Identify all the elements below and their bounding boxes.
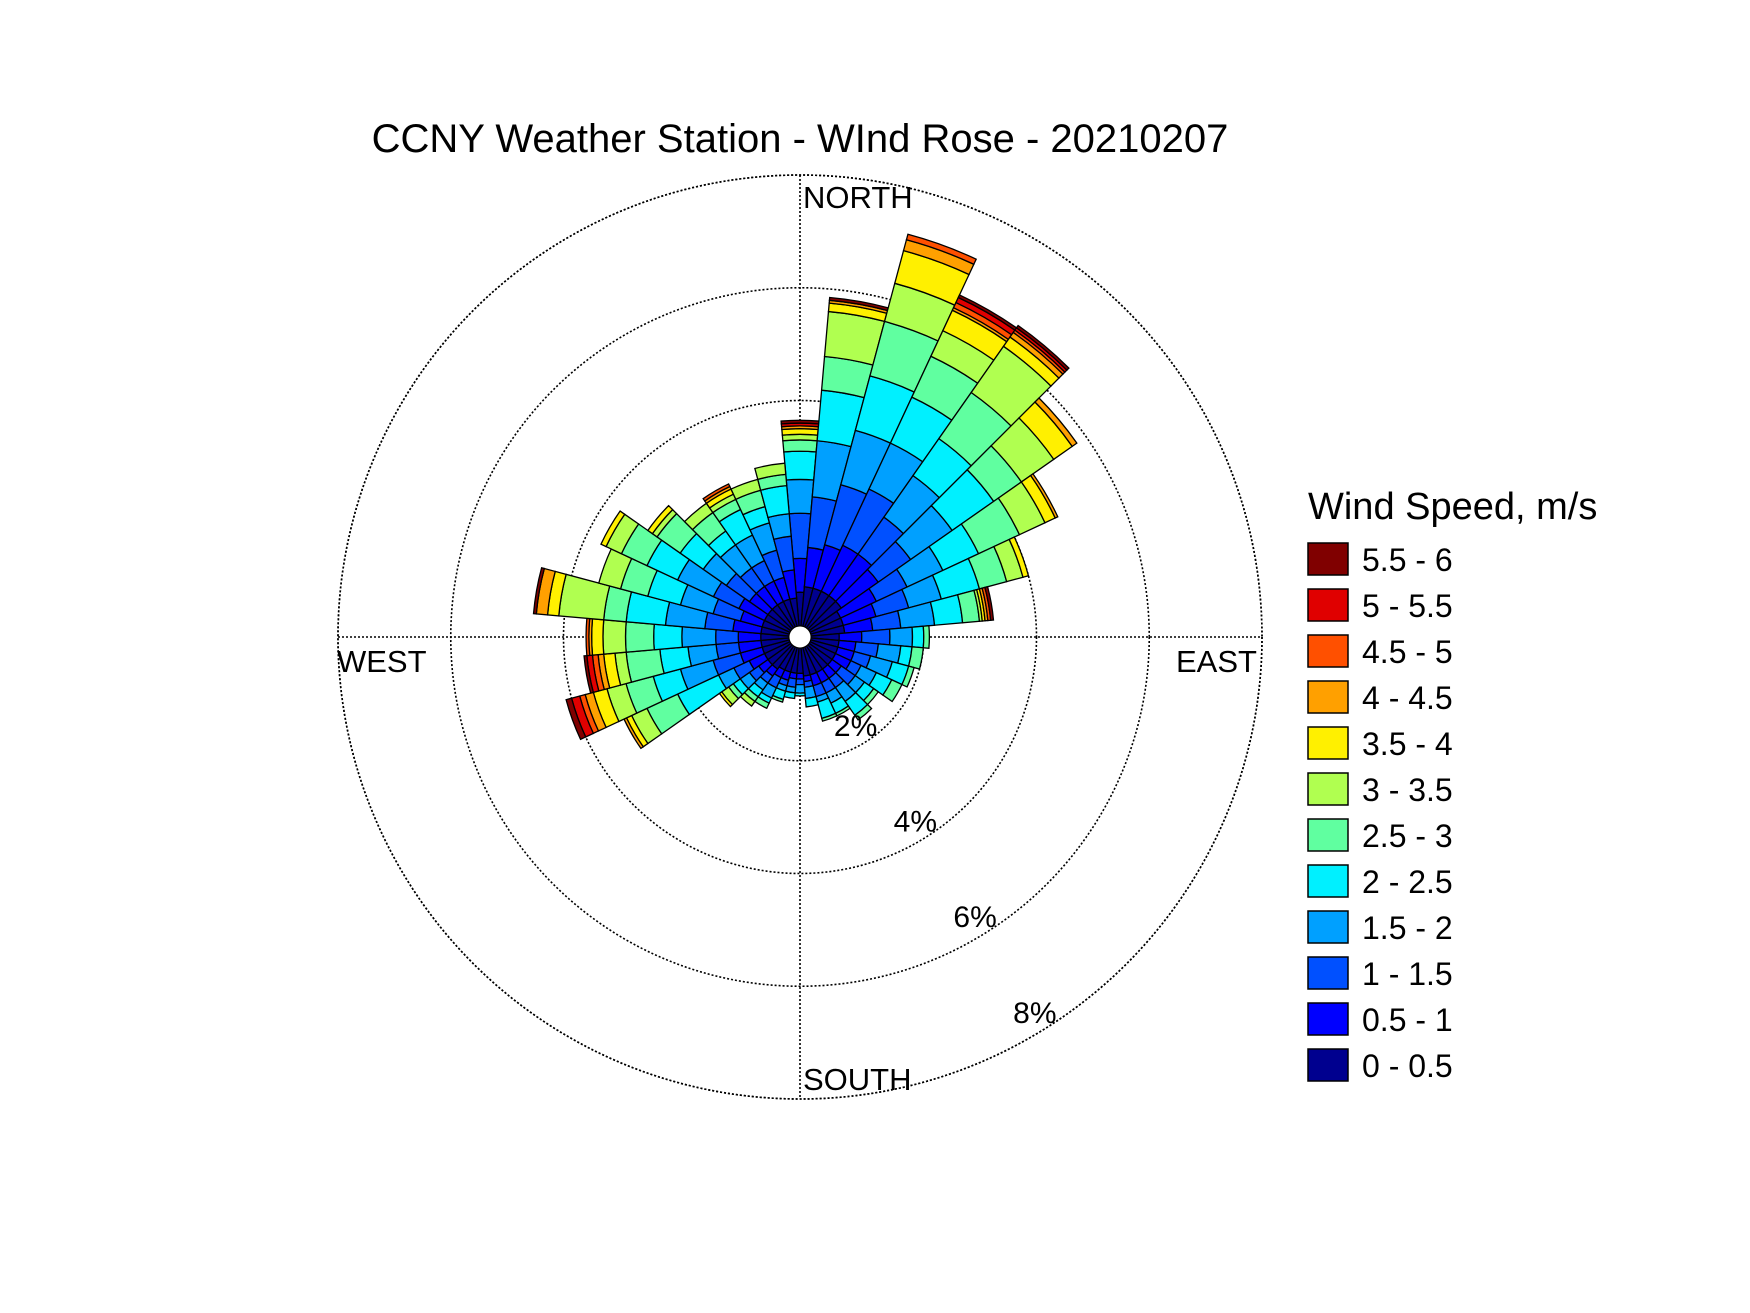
legend-swatch — [1307, 864, 1349, 898]
sector-segment — [1029, 472, 1059, 519]
sector-segment — [1015, 324, 1070, 372]
sector-segment — [905, 233, 978, 266]
sector-segment — [585, 617, 591, 657]
legend-swatch — [1307, 818, 1349, 852]
sector-segment — [794, 683, 806, 694]
legend-label: 4.5 - 5 — [1362, 634, 1453, 670]
legend-swatch — [1307, 1048, 1349, 1082]
legend-label: 0 - 0.5 — [1362, 1048, 1453, 1084]
ring-label: 8% — [1013, 997, 1056, 1030]
sector-segment — [795, 672, 805, 680]
sector-segment — [653, 623, 684, 651]
legend-label: 1 - 1.5 — [1362, 956, 1453, 992]
legend-swatch — [1307, 910, 1349, 944]
legend-label: 5.5 - 6 — [1362, 542, 1453, 578]
legend-label: 1.5 - 2 — [1362, 910, 1453, 946]
sector-segment — [795, 678, 805, 686]
sector-segment — [853, 703, 873, 721]
sector-segment — [888, 626, 914, 648]
sector-segment — [804, 695, 819, 708]
sector-segment — [646, 504, 674, 535]
sector-segment — [911, 625, 925, 649]
grid-ring — [562, 399, 1038, 875]
sector-segment — [780, 419, 820, 425]
sector-segment — [602, 619, 627, 655]
sector-segment — [922, 625, 931, 649]
south-label: SOUTH — [803, 1062, 912, 1097]
legend-swatch — [1307, 726, 1349, 760]
polar-grid — [337, 174, 1263, 1100]
legend-swatch — [1307, 1002, 1349, 1036]
sector-segment — [1034, 397, 1078, 448]
legend-swatch — [1307, 680, 1349, 714]
legend-label: 3 - 3.5 — [1362, 772, 1453, 808]
sector-segment — [984, 585, 995, 622]
ring-label: 4% — [894, 806, 937, 839]
north-label: NORTH — [803, 180, 913, 215]
sector-segment — [591, 618, 605, 656]
legend-label: 4 - 4.5 — [1362, 680, 1453, 716]
legend-swatch — [1307, 588, 1349, 622]
east-label: EAST — [1176, 644, 1257, 679]
legend-swatch — [1307, 772, 1349, 806]
legend-title: Wind Speed, m/s — [1308, 486, 1597, 528]
sector-segment — [881, 678, 903, 703]
sector-segment — [821, 712, 838, 722]
legend-swatch — [1307, 634, 1349, 668]
sector-segment — [600, 510, 626, 548]
sector-segment — [624, 621, 655, 653]
west-label: WEST — [337, 644, 427, 679]
sector-segment — [785, 478, 815, 515]
sector-segment — [1008, 536, 1030, 579]
center-hole — [788, 625, 812, 649]
legend: 5.5 - 6 5 - 5.5 4.5 - 5 4 - 4.5 3.5 - 4 3 - 3… — [1307, 542, 1453, 1084]
sector-segment — [702, 483, 731, 502]
legend-swatch — [1307, 956, 1349, 990]
legend-swatch — [1307, 542, 1349, 576]
sector-segment — [783, 450, 817, 481]
ring-label: 6% — [953, 901, 996, 934]
legend-label: 3.5 - 4 — [1362, 726, 1453, 762]
legend-label: 0.5 - 1 — [1362, 1002, 1453, 1038]
sector-segment — [782, 439, 818, 453]
sector-segment — [565, 697, 587, 741]
sector-segment — [532, 566, 546, 615]
legend-label: 5 - 5.5 — [1362, 588, 1453, 624]
legend-label: 2.5 - 3 — [1362, 818, 1453, 854]
sector-segment — [794, 692, 806, 697]
ring-labels: 2% 4% 6% 8% — [834, 710, 1057, 1030]
legend-label: 2 - 2.5 — [1362, 864, 1453, 900]
ring-label: 2% — [834, 710, 877, 743]
sector-segment — [754, 462, 787, 481]
chart-title: CCNY Weather Station - WInd Rose - 20210… — [372, 117, 1229, 161]
wind-sectors — [532, 233, 1078, 750]
